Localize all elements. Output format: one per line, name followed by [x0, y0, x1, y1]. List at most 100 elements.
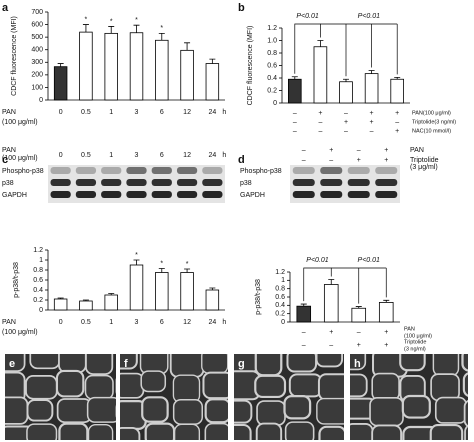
significance-mark: *	[85, 16, 88, 23]
x-label: (100 μg/ml)	[2, 329, 38, 336]
bar	[155, 39, 169, 101]
cell	[56, 398, 93, 424]
x-tick-label: 3	[135, 319, 139, 326]
blot-lane-label: 6	[160, 152, 164, 159]
y-tick-label: 1.2	[267, 25, 277, 32]
blot-band	[375, 191, 398, 198]
treatment-sign: –	[344, 110, 348, 117]
micrograph: g	[234, 354, 344, 440]
blot-row-label: p38	[2, 180, 14, 187]
blot-band	[292, 167, 315, 174]
cell	[255, 422, 283, 440]
cell	[429, 423, 464, 440]
micrograph-label: h	[354, 358, 361, 370]
error-bar	[184, 42, 191, 51]
panel-letter: d	[238, 154, 245, 166]
blot-band	[347, 179, 370, 186]
cell	[371, 424, 403, 440]
blot-treatment-name: PAN	[410, 147, 424, 154]
blot-band	[202, 179, 223, 186]
cell	[462, 372, 468, 397]
blot-sign: +	[384, 157, 388, 164]
cell	[399, 354, 426, 372]
error-bar	[108, 293, 115, 295]
micrograph: h	[350, 354, 468, 440]
blot-row-label: Phospho-p38	[2, 168, 44, 175]
treatment-name: Triptolide	[404, 339, 426, 345]
y-tick-label: 0	[281, 319, 285, 326]
error-bar	[368, 70, 375, 74]
treatment-sign: +	[384, 342, 388, 349]
blot-band	[202, 167, 223, 174]
y-tick-label: 700	[31, 9, 43, 16]
y-axis-label: p-p38/t-p38	[255, 279, 262, 315]
bar	[155, 272, 169, 311]
cell	[371, 372, 400, 402]
blot-band	[75, 167, 97, 174]
cell	[141, 396, 169, 423]
cell	[204, 422, 228, 440]
blot-sign: +	[357, 157, 361, 164]
blot-lane-label: 24	[208, 152, 216, 159]
treatment-sign: –	[357, 329, 361, 336]
treatment-sign: +	[370, 119, 374, 126]
x-tick-label: 0.5	[81, 319, 91, 326]
bracket	[303, 267, 332, 302]
cell	[284, 421, 315, 440]
y-tick-label: 300	[31, 59, 43, 66]
bar	[104, 294, 118, 311]
bracket	[294, 23, 321, 74]
y-tick-label: 0.4	[267, 75, 277, 82]
cells	[350, 354, 468, 440]
blot-band	[101, 179, 122, 186]
x-tick-label: 1	[109, 109, 113, 116]
cell	[350, 373, 368, 398]
blot-band	[75, 179, 97, 186]
cell	[256, 400, 286, 426]
y-tick-label: 0	[39, 97, 43, 104]
y-tick-label: 0.4	[33, 287, 43, 294]
error-bar	[394, 76, 401, 80]
bar	[296, 305, 312, 323]
blot-band	[320, 167, 343, 174]
error-bar	[343, 78, 349, 82]
cell	[120, 354, 138, 370]
bar	[339, 81, 353, 104]
treatment-sign: +	[344, 119, 348, 126]
x-unit: h	[222, 109, 226, 116]
treatment-sign: –	[395, 119, 399, 126]
error-bar	[300, 303, 307, 307]
bar	[364, 73, 379, 104]
bar	[129, 264, 144, 311]
cell	[172, 399, 204, 425]
bar	[129, 32, 144, 101]
bar	[351, 307, 367, 323]
blot-row-label: Phospho-p38	[240, 168, 282, 175]
error-bar	[209, 287, 216, 290]
cell	[25, 375, 58, 400]
blot-header: PAN	[2, 147, 16, 154]
y-axis-label: p-p38/t-p38	[13, 262, 20, 298]
p-value: P<0.01	[358, 257, 380, 264]
blot-lane-label: 12	[183, 152, 191, 159]
cells	[234, 354, 344, 440]
treatment-name: Triptolide(3 ng/ml)	[412, 119, 456, 125]
x-tick-label: 0	[59, 319, 63, 326]
panel-letter: c	[2, 154, 8, 166]
blot-band	[151, 167, 172, 174]
treatment-sign: +	[395, 110, 399, 117]
cell	[172, 374, 201, 404]
micrograph-label: e	[9, 358, 15, 370]
p-value: P<0.01	[306, 257, 328, 264]
blot-band	[176, 167, 198, 174]
y-tick-label: 200	[31, 72, 43, 79]
x-tick-label: 6	[160, 319, 164, 326]
bar	[53, 66, 68, 101]
blot-band	[75, 191, 97, 198]
significance-mark: *	[160, 25, 163, 32]
cell	[120, 427, 141, 440]
significance-mark: *	[186, 261, 189, 268]
error-bar	[328, 279, 335, 285]
treatment-name: (100 μg/ml)	[404, 333, 432, 339]
